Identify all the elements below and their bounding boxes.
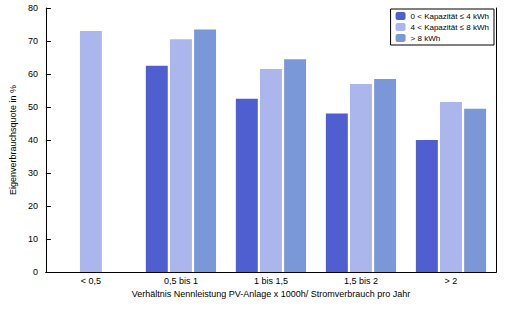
svg-text:60: 60 — [28, 69, 38, 79]
svg-text:> 2: > 2 — [445, 276, 458, 286]
svg-text:30: 30 — [28, 168, 38, 178]
svg-text:Verhältnis Nennleistung PV-Anl: Verhältnis Nennleistung PV-Anlage x 1000… — [132, 289, 411, 299]
svg-text:10: 10 — [28, 234, 38, 244]
svg-text:> 8 kWh: > 8 kWh — [411, 34, 441, 43]
svg-text:0 < Kapazität ≤ 4 kWh: 0 < Kapazität ≤ 4 kWh — [411, 12, 489, 21]
svg-text:70: 70 — [28, 36, 38, 46]
svg-text:Eigenverbrauchsquote in %: Eigenverbrauchsquote in % — [8, 85, 18, 195]
svg-text:1,5 bis 2: 1,5 bis 2 — [344, 276, 378, 286]
svg-text:0: 0 — [33, 267, 38, 277]
svg-text:20: 20 — [28, 201, 38, 211]
svg-text:50: 50 — [28, 102, 38, 112]
svg-text:< 0,5: < 0,5 — [81, 276, 101, 286]
svg-text:40: 40 — [28, 135, 38, 145]
svg-text:4 < Kapazität ≤ 8 kWh: 4 < Kapazität ≤ 8 kWh — [411, 23, 489, 32]
svg-text:0,5 bis 1: 0,5 bis 1 — [164, 276, 198, 286]
svg-text:1 bis 1,5: 1 bis 1,5 — [254, 276, 288, 286]
svg-text:80: 80 — [28, 3, 38, 13]
